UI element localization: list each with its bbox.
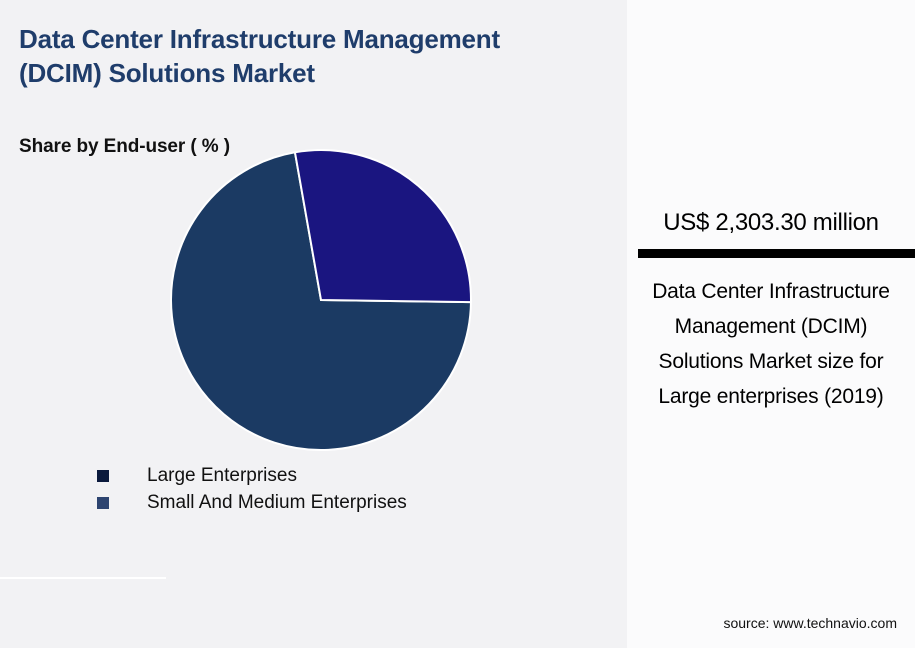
legend-swatch-icon [97, 496, 109, 509]
kpi-panel: US$ 2,303.30 million Data Center Infrast… [627, 0, 915, 648]
pie-slice-small-and-medium-enterprises[interactable] [293, 149, 472, 304]
pie-chart [170, 149, 472, 451]
chart-legend: Large Enterprises Small And Medium Enter… [97, 462, 557, 516]
kpi-value: US$ 2,303.30 million [663, 209, 879, 236]
chart-subtitle: Share by End-user ( % ) [19, 136, 230, 157]
kpi-caption: Data Center Infrastructure Management (D… [652, 280, 890, 408]
legend-item-large-enterprises[interactable]: Large Enterprises [97, 462, 557, 489]
page-title: Data Center Infrastructure Management (D… [19, 24, 500, 88]
pie-chart-svg [170, 149, 472, 451]
source-note: source: www.technavio.com [723, 615, 897, 631]
kpi-underline-rule [638, 249, 915, 258]
legend-item-label: Small And Medium Enterprises [147, 491, 407, 513]
footer-divider [0, 577, 166, 579]
legend-swatch-icon [97, 469, 109, 482]
chart-panel: Data Center Infrastructure Management (D… [0, 24, 557, 579]
legend-item-label: Large Enterprises [147, 464, 297, 486]
legend-item-small-and-medium-enterprises[interactable]: Small And Medium Enterprises [97, 489, 557, 516]
pie-slice-large-enterprises[interactable] [170, 151, 472, 451]
